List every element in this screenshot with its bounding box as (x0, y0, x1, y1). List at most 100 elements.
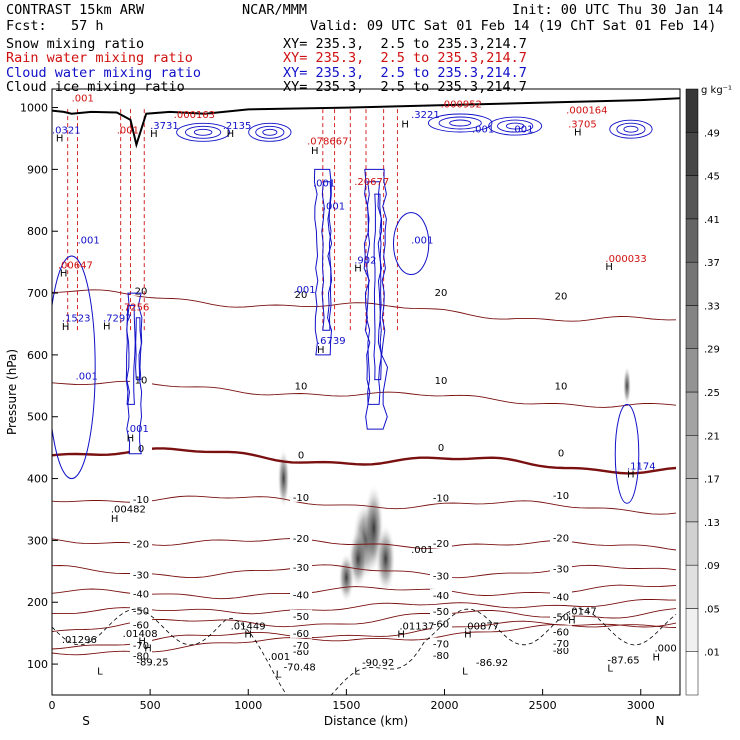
temperature-label-bg (290, 609, 312, 621)
temperature-label-bg (550, 637, 572, 649)
colorbar-tick-label: .29 (704, 345, 720, 356)
high-marker: H (354, 263, 362, 274)
value-label: .001 (511, 124, 533, 135)
cloud-water-contour (623, 125, 639, 133)
colorbar-segment (685, 478, 699, 523)
colorbar-tick-label: .49 (704, 128, 720, 139)
value-label: .1523 (62, 314, 91, 325)
cloud-water-contour (488, 116, 543, 136)
value-label: .000952 (441, 100, 482, 111)
temperature-contours: -80 -80 -80 -80-70 -70 -70 -70-60-60-60-60-50-… (52, 284, 677, 663)
y-tick-label: 400 (27, 473, 48, 486)
colorbar-segment (685, 132, 699, 176)
cloud-water-contour (135, 317, 142, 381)
temperature-label: -40 (553, 593, 569, 604)
high-marker: H (60, 268, 68, 279)
value-label: .01449 (231, 621, 266, 632)
high-marker: H (397, 629, 405, 640)
colorbar-tick-label: .13 (704, 518, 720, 529)
high-marker: H (605, 262, 613, 273)
cloud-water-contour (365, 181, 383, 405)
high-marker: H (653, 652, 661, 663)
temperature-label-bg (430, 617, 452, 629)
temperature-label-bg (290, 588, 312, 600)
cloud-water-contour (392, 212, 430, 276)
temperature-label-bg (550, 289, 572, 301)
temperature-label-bg (550, 625, 572, 637)
temperature-label: -50 (133, 606, 149, 617)
x-tick-label: 500 (140, 699, 161, 712)
cloud-water-contour (193, 128, 213, 136)
temperature-label-bg (290, 490, 312, 502)
temperature-label: 0 (298, 451, 304, 462)
temperature-line (52, 495, 677, 515)
x-tick-label: 2000 (431, 699, 459, 712)
temperature-label-bg (550, 590, 572, 602)
temperature-label: -80 (133, 652, 149, 663)
value-label: .001 (72, 93, 94, 104)
field-rain-xy: XY= 235.3, 2.5 to 235.3,214.7 (283, 50, 527, 66)
north-label: N (656, 714, 665, 728)
temperature-label-bg (430, 637, 452, 649)
low-marker: L (354, 667, 360, 678)
temperature-label: -40 (433, 591, 449, 602)
high-marker: H (317, 345, 325, 356)
y-tick-label: 100 (27, 658, 48, 671)
cloud-water-contour (126, 292, 143, 455)
colorbar-unit: g kg⁻¹ (701, 85, 732, 96)
temperature-label: 20 (435, 288, 448, 299)
snow-blob (375, 523, 396, 594)
x-tick-label: 0 (49, 699, 56, 712)
temperature-line (52, 289, 677, 322)
temperature-label-bg (550, 379, 572, 391)
temperature-label-bg (290, 531, 312, 543)
cloud-water-contour (262, 128, 278, 136)
temperature-label-bg (430, 649, 452, 661)
cloud-water-contours (52, 113, 653, 504)
value-label: .001 (76, 372, 98, 383)
colorbar-segment (685, 305, 699, 349)
temperature-label-bg (290, 644, 312, 656)
cloud-water-contour (184, 125, 222, 139)
temperature-label: -20 (433, 539, 449, 550)
value-label: .0321 (52, 126, 81, 137)
temperature-label-bg (550, 610, 572, 622)
low-marker: L (607, 664, 613, 675)
value-label: .001 (117, 126, 139, 137)
value-label: .078667 (307, 137, 348, 148)
ice-contours (52, 608, 677, 695)
high-marker: H (574, 127, 582, 138)
value-label: .7256 (121, 302, 150, 313)
temperature-label-bg (130, 537, 152, 549)
value-label: .000033 (605, 254, 646, 265)
value-label: .01137 (399, 621, 434, 632)
value-label: -90.92 (362, 658, 394, 669)
high-marker: H (144, 644, 152, 655)
temperature-label-bg (430, 286, 452, 298)
colorbar-segment (685, 521, 699, 566)
field-snow-xy: XY= 235.3, 2.5 to 235.3,214.7 (283, 36, 527, 52)
temperature-label: -70 (553, 639, 569, 650)
value-label: .001 (293, 285, 315, 296)
temperature-label-bg (290, 626, 312, 638)
temperature-label: -20 (293, 534, 309, 545)
temperature-label-bg (130, 618, 152, 630)
colorbar-tick-label: .41 (704, 215, 720, 226)
colorbar-tick-label: .33 (704, 301, 720, 312)
temperature-label: -60 (133, 621, 149, 632)
temperature-line (52, 447, 677, 475)
high-marker: H (111, 514, 119, 525)
temperature-label: -40 (133, 590, 149, 601)
temperature-label: 20 (555, 292, 568, 303)
temperature-label: -80 (293, 647, 309, 658)
temperature-label: -10 (433, 494, 449, 505)
terrain-line (52, 97, 680, 149)
value-label: -70.48 (284, 662, 316, 673)
value-label: -89.25 (136, 657, 168, 668)
value-label: .00482 (111, 505, 146, 516)
x-tick-label: 1000 (234, 699, 262, 712)
y-axis-title: Pressure (hPa) (5, 349, 19, 435)
value-label: .001 (411, 545, 433, 556)
colorbar-segment (685, 261, 699, 306)
